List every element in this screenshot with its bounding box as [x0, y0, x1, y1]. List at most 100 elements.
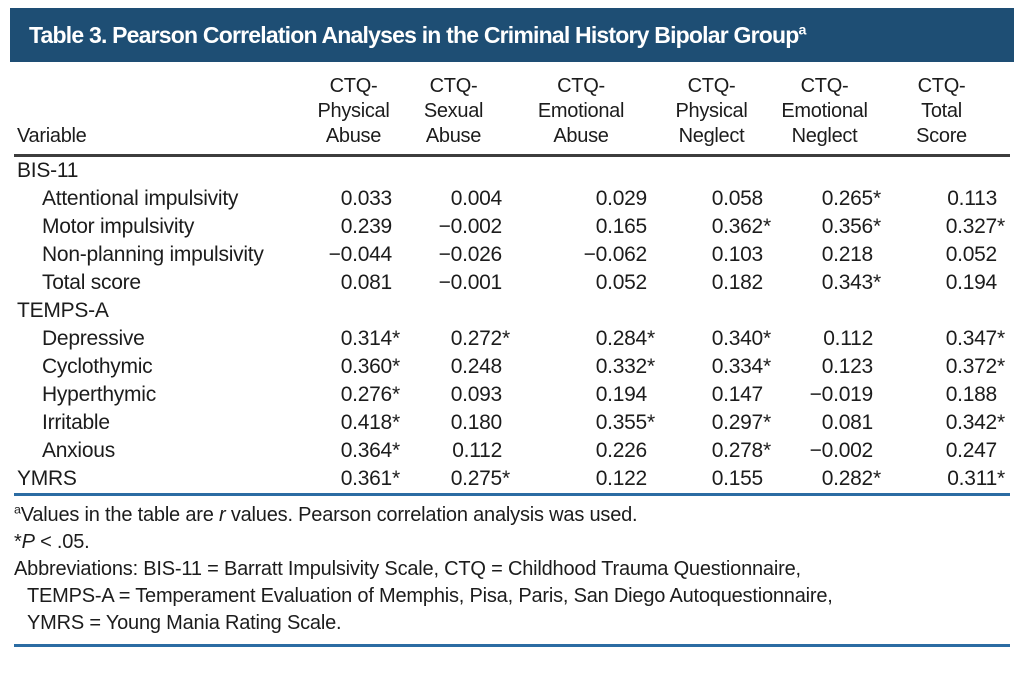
value-cell: 0.052 [886, 241, 1010, 269]
correlation-value: −0.044 [328, 243, 393, 266]
correlation-value: 0.276 [340, 383, 393, 406]
table-title: Table 3. Pearson Correlation Analyses in… [29, 22, 806, 49]
correlation-value: 0.182 [711, 271, 764, 294]
correlation-value: 0.103 [711, 243, 764, 266]
section-row: TEMPS-A [14, 297, 1010, 325]
value-cell: 0.362* [660, 213, 776, 241]
value-cell: 0.112 [405, 437, 515, 465]
value-cell: 0.284* [515, 325, 660, 353]
significance-star: * [873, 215, 881, 238]
value-cell: 0.276* [315, 381, 405, 409]
value-cell: 0.360* [315, 353, 405, 381]
correlation-value: 0.112 [823, 327, 873, 350]
correlation-value: 0.272 [450, 327, 503, 350]
correlation-value: 0.282 [821, 467, 874, 490]
correlation-value: 0.334 [711, 355, 764, 378]
correlation-value: 0.081 [340, 271, 393, 294]
correlation-value: 0.155 [711, 467, 764, 490]
significance-star: * [14, 531, 22, 553]
table-title-text: Table 3. Pearson Correlation Analyses in… [29, 21, 799, 48]
value-cell: 0.282* [776, 465, 886, 496]
value-cell: 0.275* [405, 465, 515, 496]
value-cell: 0.356* [776, 213, 886, 241]
correlation-value: 0.278 [711, 439, 764, 462]
value-cell: 0.332* [515, 353, 660, 381]
value-cell: 0.122 [515, 465, 660, 496]
value-cell: 0.248 [405, 353, 515, 381]
column-header: CTQ- Emotional Neglect [776, 74, 886, 157]
value-cell: −0.062 [515, 241, 660, 269]
value-cell: 0.093 [405, 381, 515, 409]
table-row: Depressive 0.314* 0.272* 0.284* 0.340* 0.112 0… [14, 325, 1010, 353]
correlation-value: 0.239 [340, 215, 393, 238]
value-cell: −0.001 [405, 269, 515, 297]
table-row: Cyclothymic 0.360* 0.248 0.332* 0.334* 0.123 0… [14, 353, 1010, 381]
variable-cell: Irritable [42, 411, 110, 434]
significance-star: * [763, 411, 771, 434]
significance-star: * [873, 467, 881, 490]
table-container: Variable CTQ- Physical Abuse CTQ- Sexual … [14, 74, 1010, 496]
value-cell: −0.019 [776, 381, 886, 409]
significance-star: * [763, 355, 771, 378]
variable-cell: Anxious [42, 439, 115, 462]
section-row: BIS-11 [14, 156, 1010, 186]
correlation-value: 0.340 [711, 327, 764, 350]
value-cell: 0.113 [886, 185, 1010, 213]
correlation-value: 0.361 [340, 467, 393, 490]
value-cell: 0.147 [660, 381, 776, 409]
value-cell: 0.188 [886, 381, 1010, 409]
correlation-value: −0.002 [809, 439, 874, 462]
value-cell: 0.265* [776, 185, 886, 213]
table-row: Total score 0.081 −0.001 0.052 0.182 0.343* 0.… [14, 269, 1010, 297]
value-cell: 0.278* [660, 437, 776, 465]
correlation-value: 0.355 [595, 411, 648, 434]
table-row: Attentional impulsivity 0.033 0.004 0.029 0.… [14, 185, 1010, 213]
significance-star: * [763, 439, 771, 462]
value-cell: 0.004 [405, 185, 515, 213]
correlation-value: 0.033 [340, 187, 393, 210]
significance-star: * [392, 411, 400, 434]
table-row: YMRS 0.361* 0.275* 0.122 0.155 0.282* 0.311* [14, 465, 1010, 496]
table-row: Irritable 0.418* 0.180 0.355* 0.297* 0.081 0.3… [14, 409, 1010, 437]
correlation-value: 0.052 [595, 271, 648, 294]
significance-star: * [763, 327, 771, 350]
variable-cell: Motor impulsivity [42, 215, 195, 238]
correlation-value: 0.347 [945, 327, 998, 350]
correlation-value: 0.364 [340, 439, 393, 462]
correlation-value: 0.265 [821, 187, 874, 210]
table-title-bar: Table 3. Pearson Correlation Analyses in… [10, 8, 1014, 62]
correlation-value: 0.147 [711, 383, 764, 406]
value-cell: 0.081 [776, 409, 886, 437]
correlation-value: 0.194 [595, 383, 648, 406]
value-cell: 0.182 [660, 269, 776, 297]
correlation-value: 0.122 [595, 467, 648, 490]
table-title-superscript: a [798, 21, 806, 38]
correlation-value: 0.275 [450, 467, 503, 490]
column-header: CTQ- Physical Abuse [315, 74, 405, 157]
table-footnotes: aValues in the table are r values. Pears… [14, 502, 1010, 647]
value-cell: 0.165 [515, 213, 660, 241]
footnote-abbreviations-line2: TEMPS-A = Temperament Evaluation of Memp… [27, 585, 833, 607]
significance-star: * [647, 327, 655, 350]
variable-cell: Depressive [42, 327, 145, 350]
variable-cell: Non-planning impulsivity [42, 243, 264, 266]
variable-cell: BIS-11 [17, 159, 79, 182]
value-cell: 0.334* [660, 353, 776, 381]
value-cell: 0.342* [886, 409, 1010, 437]
correlation-value: 0.165 [595, 215, 648, 238]
significance-star: * [873, 187, 881, 210]
value-cell: 0.297* [660, 409, 776, 437]
value-cell: 0.155 [660, 465, 776, 496]
value-cell: 0.247 [886, 437, 1010, 465]
value-cell: 0.123 [776, 353, 886, 381]
value-cell: 0.112 [776, 325, 886, 353]
column-header-variable: Variable [14, 74, 315, 157]
significance-star: * [873, 271, 881, 294]
correlation-value: 0.248 [450, 355, 503, 378]
value-cell: 0.033 [315, 185, 405, 213]
table-row: Anxious 0.364 * 0.112 0.226 0.278* −0.002 0.247 [14, 437, 1010, 465]
correlation-value: 0.314 [340, 327, 393, 350]
significance-star: * [997, 355, 1005, 378]
value-cell: 0.418* [315, 409, 405, 437]
correlation-value: 0.226 [595, 439, 648, 462]
